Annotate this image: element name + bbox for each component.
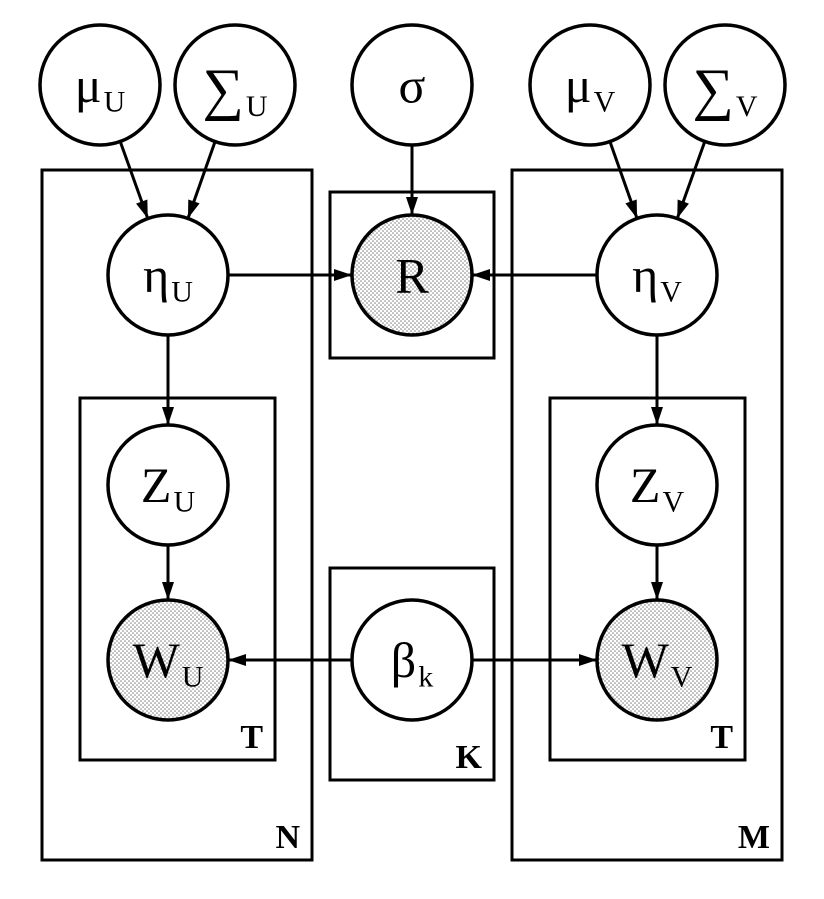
arrowhead-Z_V-W_V — [651, 582, 663, 600]
arrowhead-mu_U-eta_U — [136, 200, 148, 219]
graphical-model-diagram: NMTTKμU∑UσμV∑VηURηVZUZVWUβkWV — [0, 0, 824, 899]
arrowhead-Z_U-W_U — [162, 582, 174, 600]
arrowhead-mu_V-eta_V — [625, 199, 637, 218]
plate-label-K: K — [456, 739, 483, 776]
arrowhead-sigma-R — [406, 197, 418, 215]
plate-label-N: N — [275, 819, 300, 856]
arrowhead-beta_k-W_V — [579, 654, 597, 666]
arrowhead-eta_U-R — [334, 269, 352, 281]
plate-label-M: M — [738, 819, 770, 856]
plate-label-T_right: T — [710, 719, 733, 756]
arrowhead-beta_k-W_U — [228, 654, 246, 666]
node-label-sigma: σ — [399, 57, 426, 113]
node-label-R: R — [395, 247, 429, 303]
arrowhead-eta_U-Z_U — [162, 407, 174, 425]
plate-label-T_left: T — [240, 719, 263, 756]
arrowhead-Sigma_U-eta_U — [188, 199, 200, 218]
arrowhead-eta_V-Z_V — [651, 407, 663, 425]
arrowhead-Sigma_V-eta_V — [677, 200, 689, 219]
arrowhead-eta_V-R — [472, 269, 490, 281]
